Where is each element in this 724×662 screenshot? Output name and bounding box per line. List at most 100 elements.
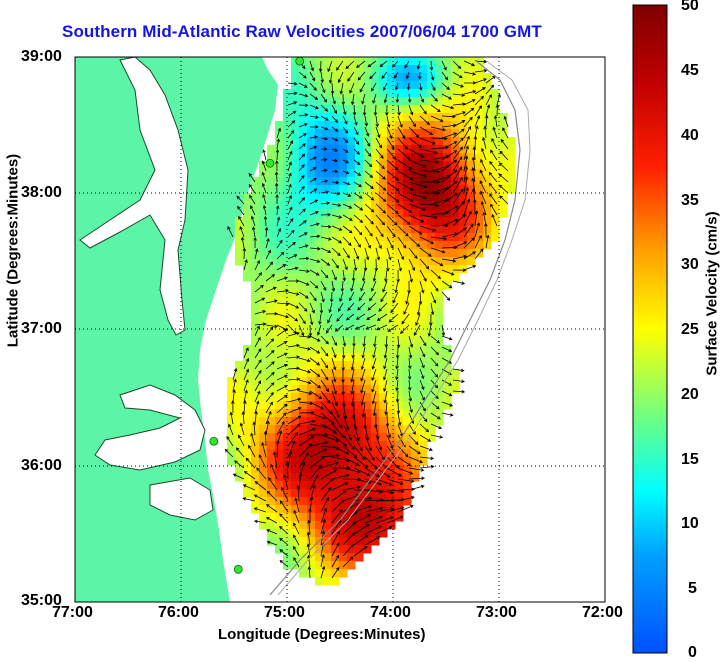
velocity-cell	[387, 313, 396, 322]
velocity-cell	[411, 473, 420, 482]
sound	[94, 384, 206, 471]
velocity-cell	[451, 177, 460, 186]
velocity-arrow	[309, 210, 319, 216]
velocity-arrow	[474, 95, 484, 106]
velocity-cell	[291, 321, 300, 330]
velocity-cell	[451, 169, 460, 178]
velocity-arrow	[463, 251, 476, 260]
velocity-arrow	[338, 302, 344, 312]
velocity-arrow	[371, 379, 377, 393]
velocity-cell	[371, 201, 380, 210]
velocity-cell	[251, 249, 260, 258]
velocity-cell	[363, 217, 372, 226]
velocity-cell	[331, 489, 340, 498]
velocity-arrow	[342, 456, 360, 466]
velocity-cell	[371, 105, 380, 114]
velocity-cell	[427, 89, 436, 98]
velocity-cell	[275, 529, 284, 538]
velocity-cell	[299, 241, 308, 250]
velocity-cell	[275, 377, 284, 386]
velocity-arrow	[408, 401, 413, 414]
y-tick: 38:00	[21, 184, 62, 201]
velocity-cell	[299, 225, 308, 234]
velocity-cell	[251, 385, 260, 394]
velocity-cell	[395, 177, 404, 186]
velocity-arrow	[358, 291, 366, 302]
velocity-cell	[403, 449, 412, 458]
velocity-arrow	[282, 473, 289, 491]
velocity-arrow	[361, 93, 366, 105]
velocity-cell	[347, 81, 356, 90]
velocity-arrow	[351, 269, 356, 282]
velocity-cell	[347, 545, 356, 554]
velocity-cell	[363, 369, 372, 378]
velocity-arrow	[353, 225, 363, 236]
velocity-cell	[379, 97, 388, 106]
velocity-cell	[339, 505, 348, 514]
velocity-arrow	[463, 237, 476, 249]
velocity-cell	[395, 273, 404, 282]
x-tick: 76:00	[158, 604, 199, 621]
velocity-cell	[379, 345, 388, 354]
velocity-cell	[259, 273, 268, 282]
velocity-cell	[267, 257, 276, 266]
velocity-arrow	[298, 208, 306, 216]
velocity-cell	[363, 113, 372, 122]
velocity-arrow	[320, 136, 329, 141]
velocity-arrow	[364, 225, 373, 237]
velocity-cell	[435, 409, 444, 418]
velocity-cell	[467, 169, 476, 178]
velocity-cell	[371, 233, 380, 242]
velocity-cell	[259, 425, 268, 434]
velocity-cell	[427, 169, 436, 178]
velocity-arrow	[316, 324, 322, 336]
velocity-cell	[259, 417, 268, 426]
velocity-cell	[379, 449, 388, 458]
velocity-cell	[459, 217, 468, 226]
velocity-cell	[371, 73, 380, 82]
velocity-cell	[267, 145, 276, 154]
velocity-cell	[411, 321, 420, 330]
velocity-arrow	[309, 313, 314, 326]
velocity-cell	[403, 265, 412, 274]
velocity-cell	[347, 193, 356, 202]
velocity-arrow	[265, 392, 274, 403]
velocity-arrow	[397, 192, 414, 202]
velocity-cell	[299, 305, 308, 314]
velocity-arrow	[419, 82, 423, 91]
velocity-cell	[371, 257, 380, 266]
velocity-arrow	[292, 534, 300, 546]
velocity-cell	[363, 273, 372, 282]
velocity-arrow	[452, 93, 466, 97]
velocity-cell	[427, 353, 436, 362]
velocity-arrow	[330, 82, 335, 95]
velocity-arrow	[441, 357, 453, 364]
velocity-cell	[371, 225, 380, 234]
velocity-cell	[451, 233, 460, 242]
velocity-arrow	[298, 71, 307, 79]
velocity-arrow	[320, 190, 330, 194]
velocity-cell	[267, 177, 276, 186]
velocity-cell	[411, 297, 420, 306]
velocity-cell	[291, 473, 300, 482]
velocity-cell	[339, 265, 348, 274]
velocity-cell	[315, 409, 324, 418]
velocity-cell	[251, 217, 260, 226]
velocity-arrow	[419, 137, 436, 145]
velocity-cell	[387, 249, 396, 258]
colorbar-tick: 5	[688, 580, 697, 597]
velocity-arrow	[342, 236, 352, 246]
velocity-cell	[363, 233, 372, 242]
velocity-arrow	[287, 129, 295, 139]
velocity-cell	[435, 145, 444, 154]
velocity-cell	[379, 489, 388, 498]
velocity-cell	[483, 185, 492, 194]
velocity-arrow	[306, 543, 311, 557]
velocity-cell	[467, 105, 476, 114]
velocity-cell	[323, 425, 332, 434]
velocity-arrow	[367, 302, 377, 311]
velocity-cell	[331, 289, 340, 298]
velocity-cell	[259, 409, 268, 418]
velocity-arrow	[319, 302, 324, 314]
velocity-cell	[323, 153, 332, 162]
